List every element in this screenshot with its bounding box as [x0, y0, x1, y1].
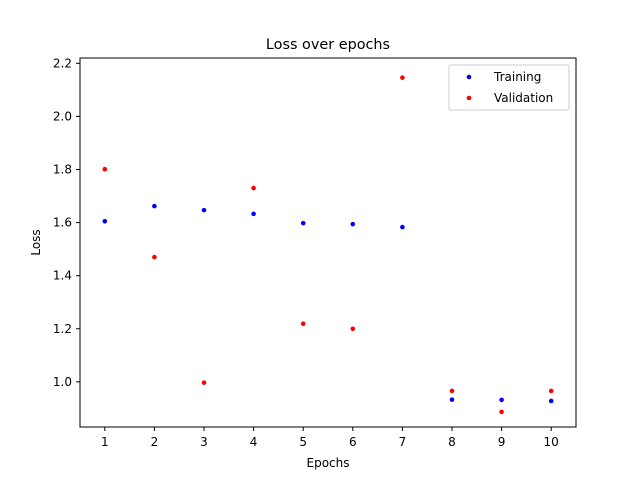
y-tick-label: 2.0 — [53, 109, 72, 123]
legend-marker-training — [466, 74, 472, 80]
data-points — [102, 75, 554, 415]
x-axis-ticks: 1 2 3 4 5 6 7 8 9 10 — [101, 427, 559, 449]
y-tick-label: 1.6 — [53, 216, 72, 230]
x-tick-label: 7 — [399, 435, 407, 449]
point-validation — [300, 321, 306, 327]
x-tick-label: 3 — [200, 435, 208, 449]
y-tick-label: 2.2 — [53, 56, 72, 70]
point-training — [300, 220, 306, 226]
point-validation — [152, 254, 157, 260]
y-tick-label: 1.2 — [53, 322, 72, 336]
x-tick-label: 6 — [349, 435, 357, 449]
legend-marker-validation — [466, 95, 472, 101]
chart-title: Loss over epochs — [266, 37, 390, 53]
point-validation — [251, 185, 256, 191]
x-tick-label: 1 — [101, 435, 109, 449]
x-tick-label: 8 — [448, 435, 456, 449]
point-training — [400, 224, 405, 230]
legend-label-training: Training — [493, 70, 541, 84]
x-tick-label: 5 — [299, 435, 307, 449]
x-tick-label: 9 — [498, 435, 506, 449]
x-axis-label: Epochs — [307, 456, 350, 470]
point-training — [201, 207, 207, 213]
point-training — [102, 218, 108, 224]
point-validation — [102, 166, 108, 172]
x-tick-label: 4 — [250, 435, 258, 449]
y-tick-label: 1.8 — [53, 162, 72, 176]
point-training — [499, 397, 504, 403]
legend-box — [448, 64, 570, 111]
y-axis-label: Loss — [29, 229, 43, 255]
point-validation — [449, 388, 455, 394]
point-training — [548, 398, 554, 404]
point-training — [152, 203, 157, 209]
point-validation — [201, 380, 207, 385]
x-tick-label: 10 — [544, 435, 559, 449]
plot-area — [79, 57, 577, 428]
point-training — [251, 211, 256, 217]
x-tick-label: 2 — [151, 435, 159, 449]
point-validation — [499, 409, 504, 415]
y-tick-label: 1.0 — [53, 375, 72, 389]
point-training — [350, 221, 356, 227]
point-validation — [350, 326, 356, 332]
legend-label-validation: Validation — [494, 91, 553, 105]
legend: Training Validation — [448, 64, 570, 111]
y-axis-ticks: 1.0 1.2 1.4 1.6 1.8 2.0 2.2 — [53, 56, 80, 389]
point-validation — [400, 75, 405, 80]
point-training — [449, 397, 455, 402]
y-tick-label: 1.4 — [53, 269, 72, 283]
point-validation — [548, 388, 554, 394]
